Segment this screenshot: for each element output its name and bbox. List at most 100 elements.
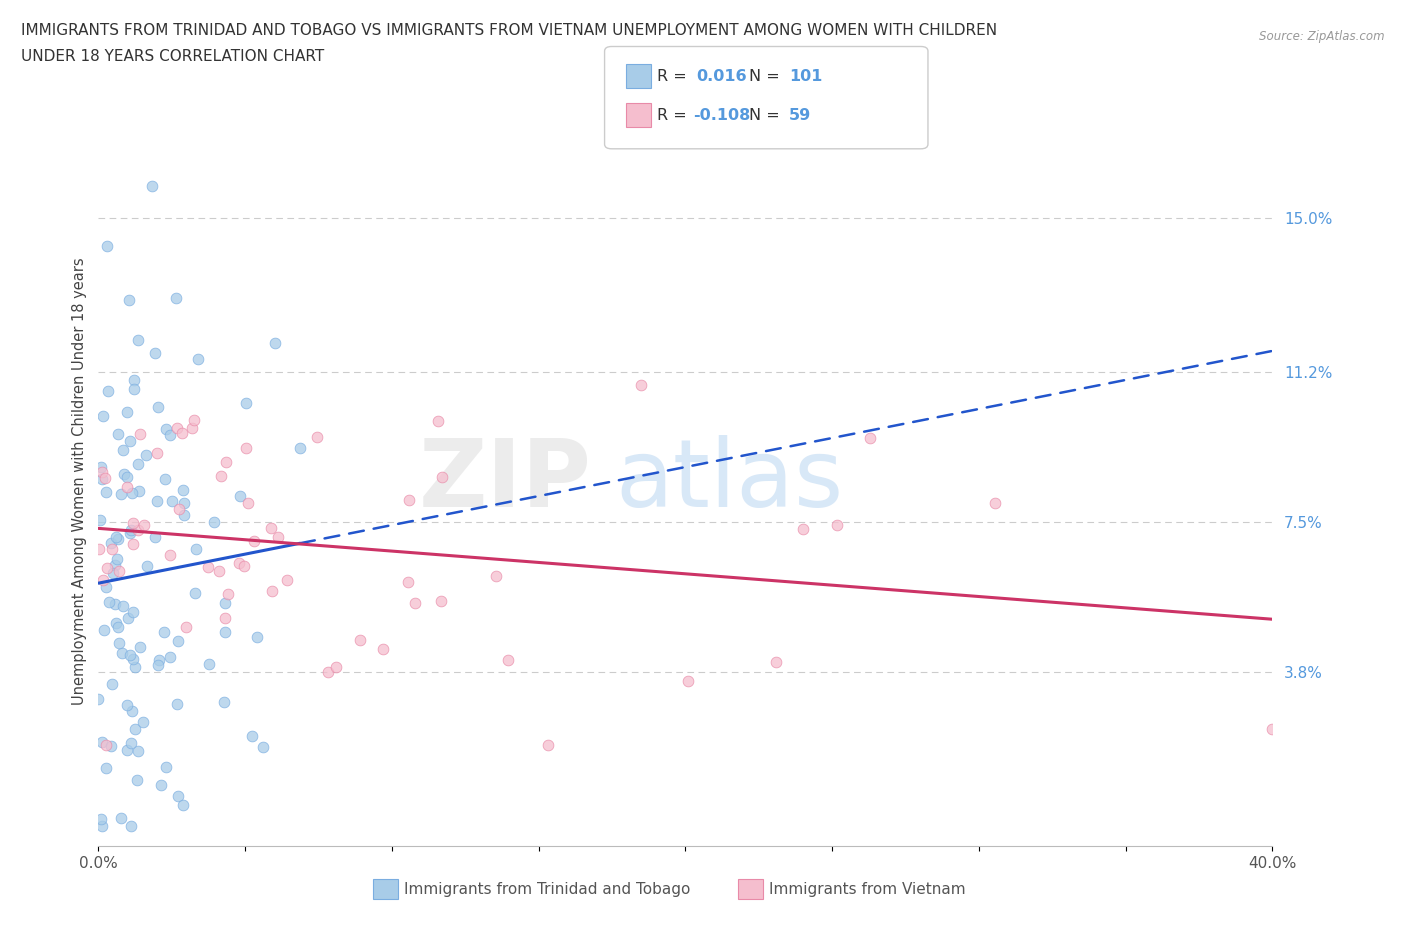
Point	[107, 619, 129, 634]
Point	[427, 414, 450, 429]
Point	[87, 691, 110, 706]
Point	[127, 523, 149, 538]
Point	[111, 599, 134, 614]
Point	[89, 513, 111, 528]
Point	[121, 485, 143, 500]
Point	[174, 619, 197, 634]
Point	[90, 812, 112, 827]
Point	[127, 772, 149, 787]
Point	[165, 291, 187, 306]
Point	[404, 596, 426, 611]
Point	[90, 464, 112, 479]
Point	[173, 508, 195, 523]
Point	[235, 441, 257, 456]
Point	[197, 560, 219, 575]
Point	[240, 728, 263, 743]
Point	[172, 425, 194, 440]
Text: 0.016: 0.016	[696, 69, 747, 84]
Point	[118, 648, 141, 663]
Point	[172, 798, 194, 813]
Point	[246, 630, 269, 644]
Point	[180, 420, 202, 435]
Point	[260, 521, 283, 536]
Point	[209, 469, 232, 484]
Point	[108, 635, 131, 650]
Point	[159, 548, 181, 563]
Point	[122, 372, 145, 387]
Point	[128, 484, 150, 498]
Point	[430, 593, 453, 608]
Point	[121, 652, 143, 667]
Point	[214, 596, 236, 611]
Point	[228, 555, 250, 570]
Point	[120, 818, 142, 833]
Point	[107, 532, 129, 547]
Text: UNDER 18 YEARS CORRELATION CHART: UNDER 18 YEARS CORRELATION CHART	[21, 49, 325, 64]
Text: R =: R =	[657, 108, 692, 123]
Point	[91, 734, 114, 749]
Point	[100, 739, 122, 754]
Point	[93, 572, 115, 587]
Point	[214, 611, 236, 626]
Point	[91, 818, 114, 833]
Point	[630, 378, 652, 392]
Point	[153, 472, 176, 486]
Point	[859, 430, 882, 445]
Point	[127, 333, 149, 348]
Point	[141, 179, 163, 193]
Point	[96, 579, 118, 594]
Point	[1261, 722, 1284, 737]
Point	[235, 395, 257, 410]
Point	[118, 293, 141, 308]
Point	[100, 535, 122, 550]
Point	[825, 518, 848, 533]
Point	[108, 564, 131, 578]
Point	[217, 587, 239, 602]
Point	[264, 336, 287, 351]
Point	[373, 642, 395, 657]
Point	[202, 515, 225, 530]
Point	[150, 777, 173, 792]
Point	[167, 633, 190, 648]
Point	[197, 657, 219, 671]
Point	[91, 472, 114, 486]
Point	[112, 467, 135, 482]
Point	[134, 518, 156, 533]
Point	[159, 649, 181, 664]
Point	[110, 811, 132, 826]
Text: N =: N =	[749, 108, 786, 123]
Point	[120, 736, 142, 751]
Point	[262, 583, 284, 598]
Point	[155, 760, 177, 775]
Point	[110, 486, 132, 501]
Point	[266, 529, 288, 544]
Point	[115, 470, 138, 485]
Point	[94, 485, 117, 499]
Point	[183, 412, 205, 427]
Point	[166, 420, 188, 435]
Point	[135, 447, 157, 462]
Point	[128, 427, 150, 442]
Point	[93, 623, 115, 638]
Point	[117, 611, 139, 626]
Point	[129, 640, 152, 655]
Text: Immigrants from Vietnam: Immigrants from Vietnam	[769, 882, 966, 897]
Point	[112, 443, 135, 458]
Point	[288, 440, 311, 455]
Point	[212, 695, 235, 710]
Point	[115, 405, 138, 419]
Point	[94, 471, 117, 485]
Point	[252, 739, 274, 754]
Point	[105, 616, 128, 631]
Point	[318, 665, 340, 680]
Point	[243, 534, 266, 549]
Point	[146, 445, 169, 460]
Point	[120, 523, 142, 538]
Point	[143, 529, 166, 544]
Point	[120, 525, 142, 540]
Point	[132, 715, 155, 730]
Point	[233, 559, 256, 574]
Text: ZIP: ZIP	[419, 435, 592, 527]
Point	[496, 652, 519, 667]
Point	[146, 658, 169, 672]
